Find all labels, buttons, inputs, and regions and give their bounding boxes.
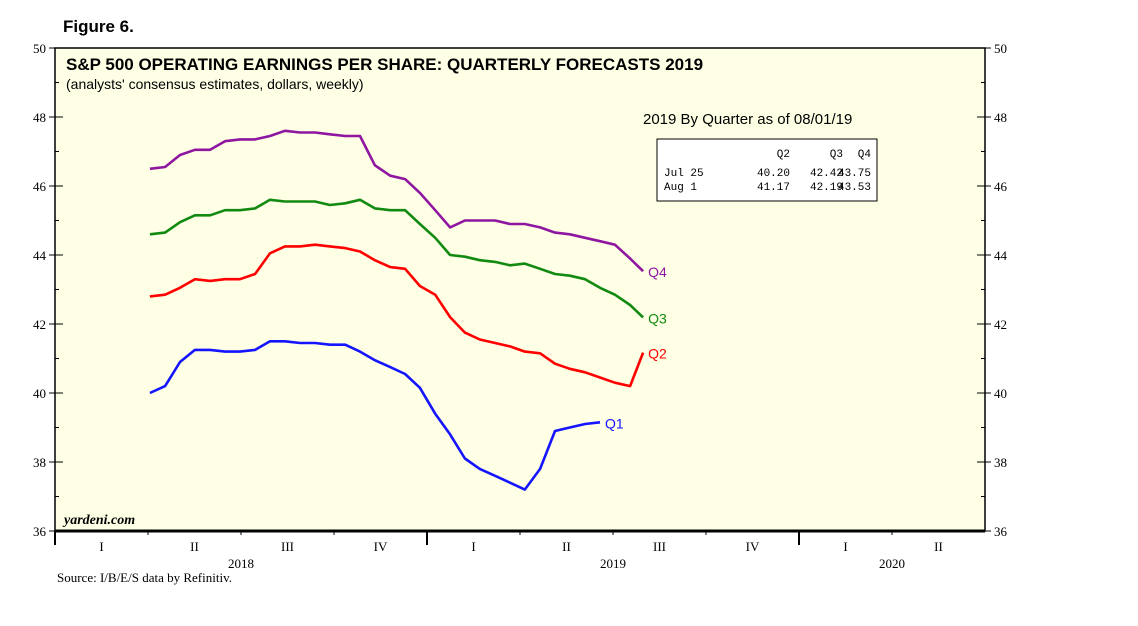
y-tick-label-right: 46 bbox=[994, 179, 1008, 194]
inset-table-date: Jul 25 bbox=[664, 168, 704, 180]
series-line-q2 bbox=[149, 243, 645, 388]
x-quarter-label: III bbox=[281, 539, 294, 554]
series-lines: Q4 Q3 Q2 Q1 bbox=[149, 129, 667, 491]
inset-table-date: Aug 1 bbox=[664, 182, 697, 194]
y-tick-label-left: 36 bbox=[33, 524, 47, 539]
inset-table-value: 41.17 bbox=[757, 182, 790, 194]
inset-table-header: Q4 bbox=[858, 149, 872, 161]
watermark: yardeni.com bbox=[62, 513, 135, 528]
y-tick-label-left: 38 bbox=[33, 455, 46, 470]
y-tick-label-right: 36 bbox=[994, 524, 1008, 539]
x-quarter-label: III bbox=[653, 539, 666, 554]
inset-table-header: Q2 bbox=[777, 149, 790, 161]
x-year-label: 2019 bbox=[600, 556, 626, 571]
y-tick-label-left: 44 bbox=[33, 248, 47, 263]
x-quarter-label: IV bbox=[374, 539, 388, 554]
y-tick-label-right: 50 bbox=[994, 41, 1007, 56]
x-quarter-label: II bbox=[934, 539, 943, 554]
inset-table-header: Q3 bbox=[830, 149, 843, 161]
x-quarter-label: I bbox=[471, 539, 475, 554]
x-quarter-label: II bbox=[190, 539, 199, 554]
inset-table-box bbox=[656, 138, 878, 202]
series-label-q1: Q1 bbox=[605, 415, 624, 431]
inset-table-value: 43.53 bbox=[838, 182, 871, 194]
x-year-label: 2020 bbox=[879, 556, 905, 571]
inset-table-value: 42.42 bbox=[810, 168, 843, 180]
series-label-q2: Q2 bbox=[648, 346, 667, 362]
inset-table-title: 2019 By Quarter as of 08/01/19 bbox=[643, 111, 852, 128]
y-tick-label-right: 44 bbox=[994, 248, 1008, 263]
inset-table-value: 42.19 bbox=[810, 182, 843, 194]
series-line-q1 bbox=[149, 340, 601, 491]
x-quarter-label: I bbox=[99, 539, 103, 554]
x-quarter-label: II bbox=[562, 539, 571, 554]
chart-subtitle: (analysts' consensus estimates, dollars,… bbox=[66, 76, 364, 92]
y-tick-label-left: 40 bbox=[33, 386, 46, 401]
inset-table-value: 40.20 bbox=[757, 168, 790, 180]
y-tick-label-right: 48 bbox=[994, 110, 1007, 125]
chart-title: S&P 500 OPERATING EARNINGS PER SHARE: QU… bbox=[66, 55, 703, 74]
plot-area bbox=[54, 47, 986, 532]
y-tick-label-left: 48 bbox=[33, 110, 46, 125]
y-tick-label-right: 42 bbox=[994, 317, 1007, 332]
y-tick-label-left: 46 bbox=[33, 179, 47, 194]
series-label-q3: Q3 bbox=[648, 310, 667, 326]
figure-label: Figure 6. bbox=[63, 17, 134, 36]
inset-table: 2019 By Quarter as of 08/01/19 Q2 Q3 Q4 Jul… bbox=[643, 111, 878, 202]
x-quarter-label: IV bbox=[746, 539, 760, 554]
series-label-q4: Q4 bbox=[648, 264, 667, 280]
x-year-label: 2018 bbox=[228, 556, 254, 571]
y-tick-label-left: 42 bbox=[33, 317, 46, 332]
series-line-q3 bbox=[149, 198, 644, 319]
y-tick-label-left: 50 bbox=[33, 41, 46, 56]
inset-table-value: 43.75 bbox=[838, 168, 871, 180]
series-line-q4 bbox=[149, 129, 645, 273]
y-tick-label-right: 40 bbox=[994, 386, 1007, 401]
source-note: Source: I/B/E/S data by Refinitiv. bbox=[57, 570, 232, 585]
y-tick-label-right: 38 bbox=[994, 455, 1007, 470]
x-quarter-label: I bbox=[843, 539, 847, 554]
